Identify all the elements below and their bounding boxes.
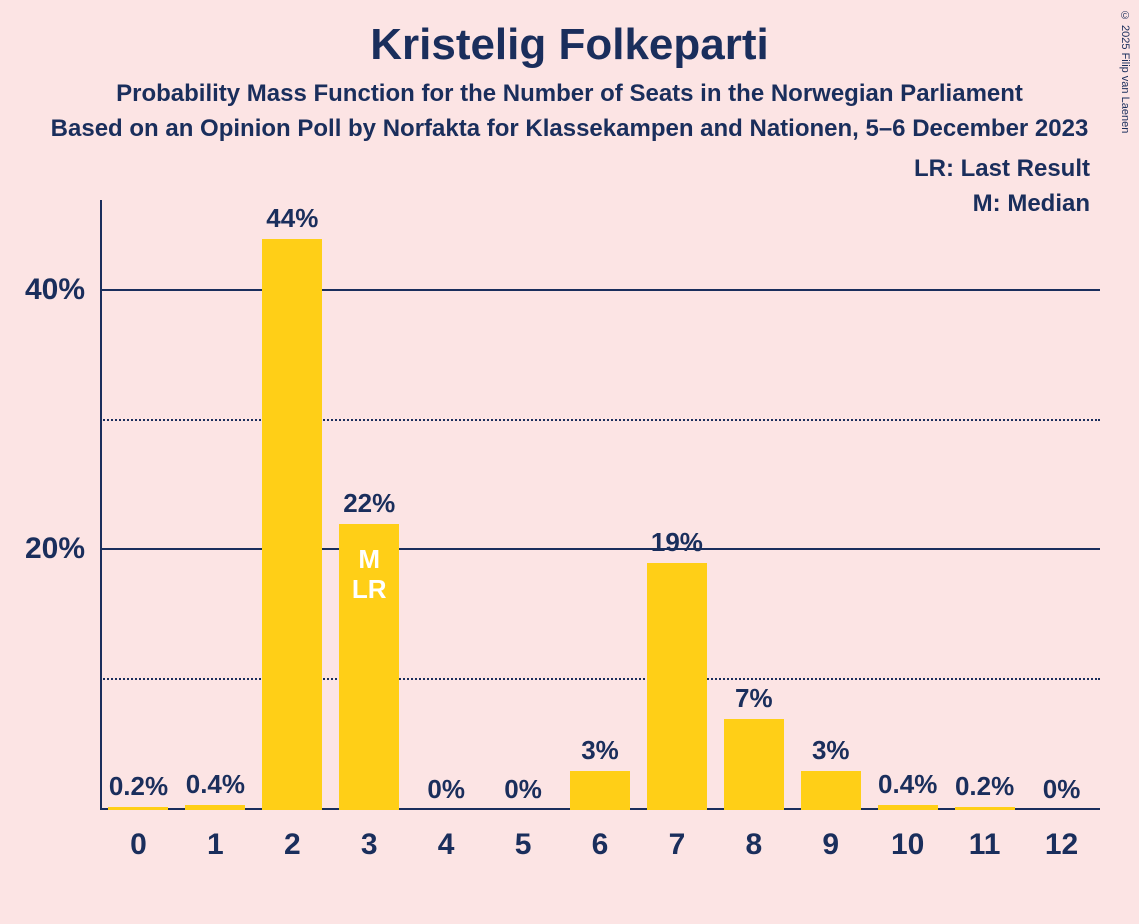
bar xyxy=(955,807,1015,810)
legend-lr: LR: Last Result xyxy=(100,155,1090,183)
x-tick-label: 11 xyxy=(946,828,1023,862)
x-tick-label: 12 xyxy=(1023,828,1100,862)
x-tick-label: 9 xyxy=(792,828,869,862)
y-tick-label: 20% xyxy=(0,532,85,566)
legend-m: M: Median xyxy=(100,190,1090,218)
x-tick-label: 1 xyxy=(177,828,254,862)
bar-value-label: 3% xyxy=(562,735,639,766)
gridline xyxy=(100,548,1100,550)
chart-container: Kristelig Folkeparti Probability Mass Fu… xyxy=(0,0,1139,924)
gridline-minor xyxy=(100,678,1100,680)
x-tick-label: 8 xyxy=(715,828,792,862)
bar-value-label: 0.4% xyxy=(177,769,254,800)
x-tick-label: 2 xyxy=(254,828,331,862)
bar-value-label: 7% xyxy=(715,683,792,714)
x-tick-label: 4 xyxy=(408,828,485,862)
gridline-minor xyxy=(100,419,1100,421)
x-tick-label: 5 xyxy=(485,828,562,862)
chart-subtitle-2: Based on an Opinion Poll by Norfakta for… xyxy=(0,115,1139,143)
bar-value-label: 0.4% xyxy=(869,769,946,800)
chart-title: Kristelig Folkeparti xyxy=(0,20,1139,70)
bar-value-label: 0% xyxy=(485,774,562,805)
y-axis-line xyxy=(100,200,102,810)
plot-area xyxy=(100,200,1100,810)
marker-lr: LR xyxy=(339,574,399,605)
x-tick-label: 0 xyxy=(100,828,177,862)
bar-value-label: 0.2% xyxy=(946,771,1023,802)
bar xyxy=(724,719,784,810)
attribution-text: © 2025 Filip van Laenen xyxy=(1119,10,1131,133)
bar xyxy=(878,805,938,810)
bar xyxy=(108,807,168,810)
marker-m: M xyxy=(339,544,399,575)
bar-value-label: 19% xyxy=(638,527,715,558)
x-tick-label: 10 xyxy=(869,828,946,862)
x-tick-label: 7 xyxy=(638,828,715,862)
bar xyxy=(570,771,630,810)
bar xyxy=(185,805,245,810)
x-tick-label: 6 xyxy=(562,828,639,862)
y-tick-label: 40% xyxy=(0,273,85,307)
bar-value-label: 3% xyxy=(792,735,869,766)
bar-value-label: 0.2% xyxy=(100,771,177,802)
bar-value-label: 0% xyxy=(1023,774,1100,805)
bar xyxy=(262,239,322,810)
bar xyxy=(801,771,861,810)
bar-value-label: 0% xyxy=(408,774,485,805)
bar xyxy=(647,563,707,810)
x-tick-label: 3 xyxy=(331,828,408,862)
bar-value-label: 22% xyxy=(331,488,408,519)
gridline xyxy=(100,289,1100,291)
chart-subtitle-1: Probability Mass Function for the Number… xyxy=(0,80,1139,108)
